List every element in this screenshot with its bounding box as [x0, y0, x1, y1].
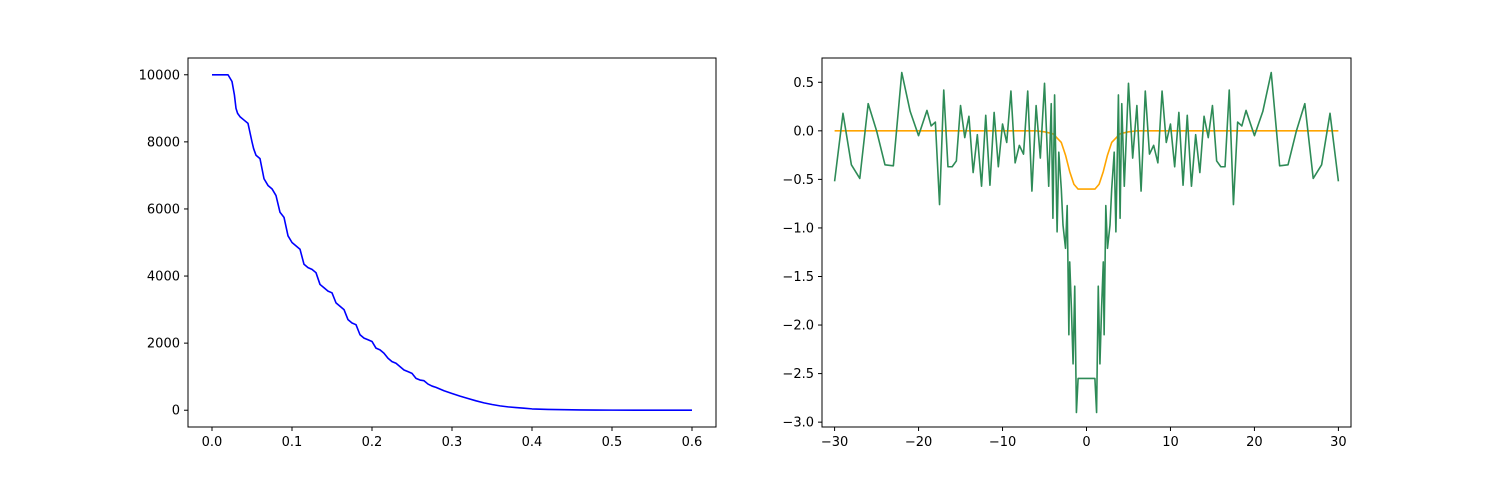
chart-0-x-tick-label: 0.5 — [602, 435, 623, 450]
chart-0-y-tick-label: 0 — [172, 404, 180, 419]
chart-1-y-tick-label: −1.5 — [782, 270, 814, 285]
chart-1-y-tick-label: −1.0 — [782, 221, 814, 236]
chart-0-y-tick-label: 8000 — [147, 135, 180, 150]
chart-0-x-tick-label: 0.1 — [282, 435, 303, 450]
chart-1-y-tick-label: −3.0 — [782, 416, 814, 431]
chart-0-x-tick-label: 0.0 — [202, 435, 223, 450]
chart-1-x-tick-label: 20 — [1246, 435, 1263, 450]
chart-1-x-tick-label: −30 — [821, 435, 848, 450]
chart-1-x-tick-label: −10 — [989, 435, 1016, 450]
chart-1-y-tick-label: −0.5 — [782, 173, 814, 188]
chart-1-x-tick-label: 0 — [1082, 435, 1090, 450]
chart-0-x-tick-label: 0.6 — [682, 435, 703, 450]
chart-1-y-tick-label: 0.5 — [793, 76, 814, 91]
chart-0-y-tick-label: 6000 — [147, 202, 180, 217]
chart-0-x-tick-label: 0.4 — [522, 435, 543, 450]
chart-0-y-tick-label: 2000 — [147, 337, 180, 352]
chart-0-series-line-0 — [212, 73, 693, 412]
chart-1-x-tick-label: 30 — [1330, 435, 1347, 450]
right-line-chart: −30 −20 −10 0 10 20 30 0.5 0.0 −0.5 −1.0 −1.5 −2.0 −2… — [782, 57, 1352, 450]
chart-0-x-tick-label: 0.2 — [362, 435, 383, 450]
chart-1-x-tick-label: −20 — [905, 435, 932, 450]
chart-1-y-tick-label: −2.5 — [782, 367, 814, 382]
chart-1-x-tick-label: 10 — [1162, 435, 1179, 450]
chart-1-y-tick-label: −2.0 — [782, 319, 814, 334]
chart-0-y-tick-label: 10000 — [139, 68, 180, 83]
chart-0-x-tick-label: 0.3 — [442, 435, 463, 450]
chart-0-y-tick-label: 4000 — [147, 270, 180, 285]
chart-1-series-line-1 — [833, 71, 1340, 414]
chart-1-y-tick-label: 0.0 — [793, 124, 814, 139]
left-line-chart: 0.0 0.1 0.2 0.3 0.4 0.5 0.6 0 2000 4000 6000 8000 10… — [139, 57, 717, 450]
